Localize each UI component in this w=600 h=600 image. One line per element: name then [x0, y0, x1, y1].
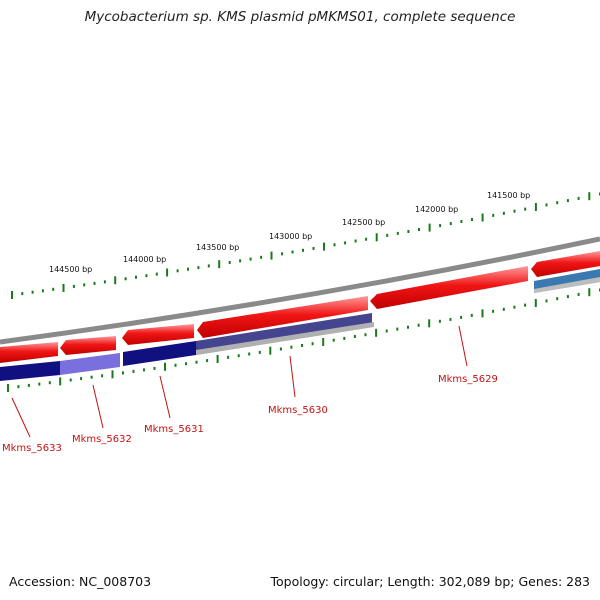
scale-label-143500: 143500 bp: [196, 243, 239, 252]
map-title: Mycobacterium sp. KMS plasmid pMKMS01, c…: [84, 9, 516, 25]
gene-arrow-mkms-5629-fwd[interactable]: [370, 266, 528, 309]
gene-arrow-mkms-5630-fwd[interactable]: [197, 296, 368, 338]
outer-scale-ring: [11, 192, 600, 299]
gene-arrow-mkms-5632-fwd[interactable]: [60, 336, 116, 355]
scale-label-144000: 144000 bp: [123, 255, 166, 264]
gene-arrow-next-fwd[interactable]: [531, 251, 600, 277]
gene-labels: Mkms_5633 Mkms_5632 Mkms_5631 Mkms_5630 …: [2, 374, 498, 454]
gene-label-mkms-5633[interactable]: Mkms_5633: [2, 443, 62, 454]
gene-block-mkms-5632[interactable]: [60, 353, 120, 375]
reverse-strand-genes: [0, 269, 600, 381]
gene-block-mkms-5631[interactable]: [123, 341, 196, 366]
gene-arrow-mkms-5631-fwd[interactable]: [122, 324, 194, 345]
accession-text: Accession: NC_008703: [9, 574, 152, 589]
scale-label-142000: 142000 bp: [415, 205, 458, 214]
gene-arrow-mkms-5633-fwd[interactable]: [0, 342, 58, 363]
leader-mkms-5630: [289, 355, 296, 398]
topology-summary: Topology: circular; Length: 302,089 bp; …: [270, 574, 591, 589]
leader-mkms-5633: [11, 397, 31, 438]
leader-mkms-5629: [458, 325, 468, 367]
inner-scale-ring: [7, 288, 600, 392]
gene-label-mkms-5632[interactable]: Mkms_5632: [72, 434, 132, 445]
gene-block-mkms-5633[interactable]: [0, 361, 60, 381]
sequence-backbone: [0, 236, 600, 345]
scale-labels: 144500 bp 144000 bp 143500 bp 143000 bp …: [49, 191, 530, 274]
gene-label-mkms-5630[interactable]: Mkms_5630: [268, 405, 328, 416]
scale-label-141500: 141500 bp: [487, 191, 530, 200]
scale-label-143000: 143000 bp: [269, 232, 312, 241]
gene-label-leaders: [11, 325, 468, 438]
gene-block-next-shadow: [534, 277, 600, 293]
leader-mkms-5631: [159, 375, 171, 419]
scale-label-142500: 142500 bp: [342, 218, 385, 227]
scale-label-144500: 144500 bp: [49, 265, 92, 274]
forward-strand-genes: [0, 251, 600, 363]
gene-label-mkms-5631[interactable]: Mkms_5631: [144, 424, 204, 435]
gene-block-mkms-5630-shadow: [196, 322, 374, 355]
gene-label-mkms-5629[interactable]: Mkms_5629: [438, 374, 498, 385]
leader-mkms-5632: [92, 384, 104, 429]
